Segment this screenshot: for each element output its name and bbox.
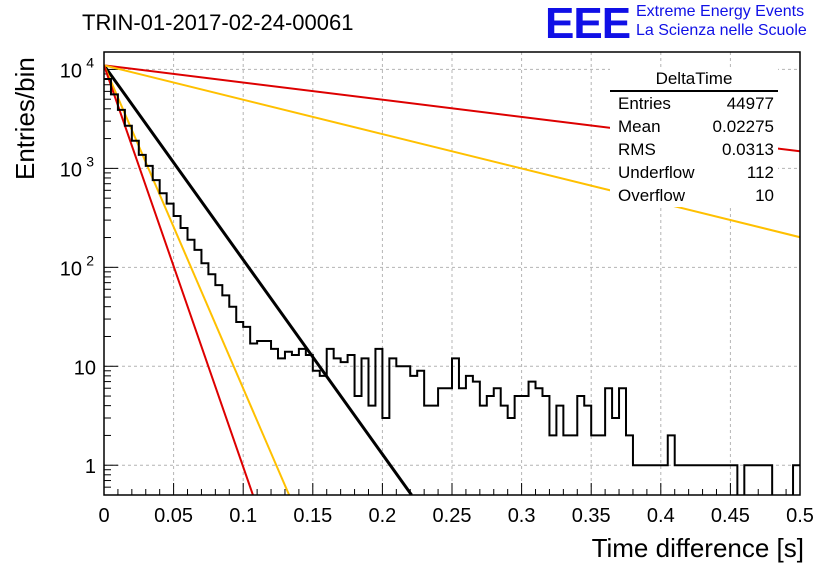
x-tick-label: 0.15 (293, 505, 332, 527)
stats-title: DeltaTime (610, 68, 778, 92)
fit-curve-black (104, 64, 413, 495)
histogram-steps (104, 78, 800, 495)
stats-label: Underflow (618, 163, 695, 182)
stats-value: 112 (746, 163, 774, 182)
stats-value: 10 (755, 186, 774, 205)
eee-logo: EEE (545, 0, 631, 48)
x-tick-label: 0.25 (433, 505, 472, 527)
stats-label: Overflow (618, 186, 686, 205)
x-tick-label: 0.35 (572, 505, 611, 527)
x-tick-label: 0.4 (647, 505, 675, 527)
y-tick-exponent: 4 (86, 54, 94, 70)
plot-frame (103, 51, 801, 496)
stats-row-mean: Mean 0.02275 (610, 115, 778, 138)
x-tick-label: 0.5 (786, 505, 814, 527)
x-tick-label: 0.05 (154, 505, 193, 527)
stats-row-underflow: Underflow 112 (610, 161, 778, 184)
stats-label: Entries (618, 94, 671, 113)
logo-line-2: La Scienza nelle Scuole (636, 22, 807, 39)
y-tick-label: 10 (60, 159, 82, 181)
x-tick-label: 0 (98, 505, 109, 527)
y-tick-exponent: 3 (86, 153, 94, 169)
x-tick-label: 0.3 (508, 505, 536, 527)
stats-label: Mean (618, 117, 661, 136)
y-axis-label: Entries/bin (10, 57, 40, 180)
y-tick-label: 10 (60, 258, 82, 280)
fit-curve-orange (104, 64, 800, 239)
stats-value: 44977 (726, 94, 774, 113)
stats-value: 0.0313 (722, 140, 774, 159)
stats-row-rms: RMS 0.0313 (610, 138, 778, 161)
stats-row-entries: Entries 44977 (610, 92, 778, 115)
logo-line-1: Extreme Energy Events (636, 3, 805, 20)
y-tick-label: 1 (85, 456, 96, 478)
stats-box: DeltaTime Entries 44977 Mean 0.02275 RMS… (610, 68, 778, 207)
x-tick-label: 0.2 (368, 505, 396, 527)
x-tick-label: 0.45 (711, 505, 750, 527)
fit-curve-orange (104, 64, 291, 495)
x-tick-label: 0.1 (229, 505, 257, 527)
stats-label: RMS (618, 140, 656, 159)
y-tick-label: 10 (60, 60, 82, 82)
y-tick-label: 10 (74, 357, 96, 379)
x-axis-label: Time difference [s] (591, 533, 804, 563)
y-tick-exponent: 2 (86, 252, 94, 268)
fit-curve-red (104, 65, 254, 495)
stats-row-overflow: Overflow 10 (610, 184, 778, 207)
stats-value: 0.02275 (712, 117, 774, 136)
chart-title: TRIN-01-2017-02-24-00061 (82, 10, 354, 35)
